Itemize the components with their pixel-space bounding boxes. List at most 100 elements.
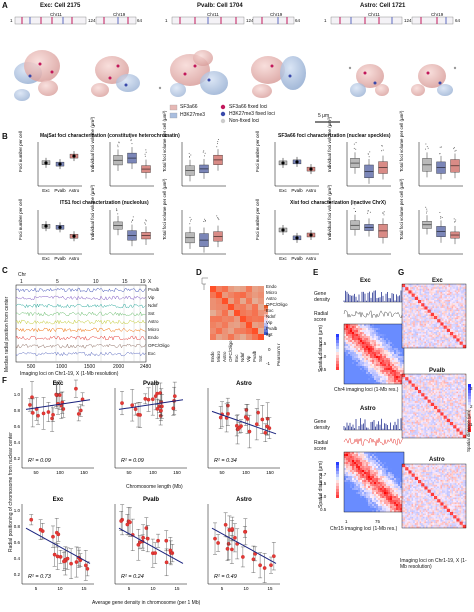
g-cbar-label: Spatial distance (μm) (466, 409, 471, 452)
panel-a-legend-swatches (169, 104, 340, 124)
f-plot-title: Exc (53, 381, 64, 387)
chr11-label-1: Chr11 (50, 12, 62, 17)
render-astro-chr19 (411, 64, 453, 96)
c-row-label: Sst (148, 311, 155, 316)
e-radial-score-1: Radial score (314, 311, 329, 323)
f-plot-title: Pvalb (143, 497, 159, 503)
d-col-label: Ndnf (240, 352, 245, 362)
bar2-start: 1 (165, 18, 168, 23)
chr11-label-2: Chr11 (207, 12, 219, 17)
f-ytick: 0.8 (14, 408, 21, 413)
e-astro-tick-75: 75 (375, 519, 381, 524)
panel-label-e: E (313, 268, 319, 277)
e-cbar1-t2: 0.5 (320, 367, 327, 372)
chr-bar-group-2 (171, 16, 295, 25)
chr19-label-1: Chr19 (113, 12, 126, 17)
f-ytick: 0.2 (14, 572, 21, 577)
render-pvalb-chr19 (251, 56, 306, 98)
b-group-label: Pvalb (54, 256, 66, 261)
b-group-label: Pvalb (54, 188, 66, 193)
b-ylabel: Individual foci volume (μm³) (327, 116, 332, 172)
b-group-label: Astro (306, 256, 317, 261)
chromosome-bars (14, 16, 454, 25)
b-group-label: Exc (42, 188, 50, 193)
g-cbar-t1: 1 (470, 422, 473, 427)
b-ylabel: Foci number per cell (255, 199, 260, 240)
g-cbar-t3: 3 (470, 386, 473, 391)
d-heatmap (201, 277, 268, 340)
d-row-label: Pvalb (266, 326, 278, 331)
panel-label-a: A (2, 1, 8, 10)
f-ytick: 1.0 (14, 392, 21, 397)
c-xtick-500: 500 (27, 364, 36, 370)
d-col-label: Exc (234, 354, 239, 362)
b-ylabel: Individual foci volume (μm³) (327, 184, 332, 240)
d-row-label: Exc (266, 308, 274, 313)
e-astro-tick-1: 1 (345, 519, 348, 524)
e-title-astro: Astro (360, 406, 376, 412)
d-cbar-tick-1: 1 (268, 333, 271, 338)
e-cbar1-t1: 1.0 (320, 354, 327, 359)
d-row-label: Vip (266, 320, 273, 325)
c-xtick-1000: 1000 (56, 364, 68, 370)
f-xtick: 150 (80, 470, 88, 475)
legend-h3k27me3-loci: H3K27me3 fixed loci (229, 111, 275, 117)
d-col-label: Endo (210, 351, 215, 362)
e-exc-xlabel: Chr4 imaging loci (1-Mb res.) (334, 387, 399, 393)
render-pvalb-chr11 (170, 50, 228, 97)
e-gene-density-1: Gene density (314, 291, 330, 303)
c-row-label: Endo (148, 335, 159, 340)
e-cbar2-t2: 1.0 (320, 494, 327, 499)
c-row-label: Vip (148, 295, 155, 300)
g-xlabel: Imaging loci on Chr1-19, X (1-Mb resolut… (400, 558, 467, 570)
bar1-end: 64 (137, 18, 143, 23)
e-cbar2-t3: 0.5 (320, 507, 327, 512)
b-group-label: Astro (69, 188, 80, 193)
d-col-label: Pvalb (252, 350, 257, 362)
d-row-label: Ndnf (266, 314, 276, 319)
d-cbar-tick-0: 0 (268, 347, 271, 352)
f-xtick: 100 (149, 470, 157, 475)
b-ylabel: Total foci volume per cell (μm³) (162, 178, 167, 240)
c-chr-tick-x: X (148, 279, 152, 285)
b-group-label: Exc (42, 256, 50, 261)
g-title-pvalb: Pvalb (429, 368, 446, 374)
bar2-end: 64 (295, 18, 301, 23)
f-xtick: 5 (35, 586, 38, 591)
b-title-majsat: MajSat foci characterization (constituti… (40, 133, 180, 139)
b-ylabel: Foci number per cell (18, 131, 23, 172)
chr-bar-stripes (21, 17, 447, 24)
render-astro-chr11 (350, 64, 389, 97)
c-xtick-1500: 1500 (84, 364, 96, 370)
d-col-label: Sst (258, 355, 263, 362)
f-plot-title: Astro (236, 497, 252, 503)
e-cbar2-t1: 1.5 (320, 481, 327, 486)
f-xtick: 100 (56, 470, 64, 475)
f-xtick: 50 (33, 470, 39, 475)
e-plots (336, 290, 405, 513)
scale-bar-label: 5 μm (318, 113, 330, 119)
b-ylabel: Foci number per cell (18, 199, 23, 240)
e-radial-score-2: Radial score (314, 440, 329, 452)
render-exc-chr11 (14, 50, 60, 101)
c-row-label: Astro (148, 319, 159, 324)
f-xtick: 100 (242, 470, 250, 475)
b-title-xist: Xist foci characterization (inactive Chr… (290, 200, 386, 206)
d-row-label: OPC/Oligo (266, 302, 288, 307)
c-xtick-2000: 2000 (113, 364, 125, 370)
b-group-label: Astro (69, 256, 80, 261)
g-cbar-t2: 2 (470, 404, 473, 409)
c-chr-tick-1: 1 (20, 279, 23, 285)
f-xtick: 10 (150, 586, 156, 591)
b-group-label: Astro (306, 188, 317, 193)
e-gene-density-2: Gene density (314, 419, 330, 431)
b-ylabel: Individual foci volume (μm³) (90, 184, 95, 240)
d-cbar-tick-neg1: -1 (266, 361, 271, 366)
chr19-label-2: Chr19 (270, 12, 283, 17)
chr-bar-group-3 (330, 16, 454, 25)
g-title-exc: Exc (432, 278, 443, 284)
f-r2-label: R² = 0.09 (121, 458, 144, 464)
render-exc-chr19 (91, 56, 140, 97)
c-chr-tick-5: 5 (56, 279, 59, 285)
bar3-end: 64 (455, 18, 461, 23)
